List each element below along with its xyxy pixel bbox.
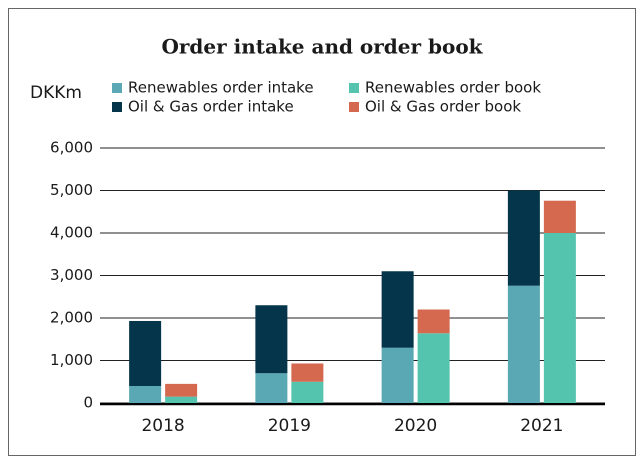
bar-segment: [507, 285, 540, 403]
x-tick-label: 2019: [268, 416, 311, 436]
y-tick-label: 3,000: [50, 266, 93, 284]
legend-label: Renewables order book: [365, 79, 541, 97]
bar-segment: [543, 233, 576, 403]
x-tick-label: 2018: [141, 416, 184, 436]
bar-segment: [417, 333, 450, 403]
bar-segment: [255, 305, 288, 374]
bar-segment: [165, 396, 198, 403]
legend-swatch: [349, 83, 359, 93]
y-tick-label: 6,000: [50, 139, 93, 157]
bar-segment: [507, 190, 540, 286]
bar-segment: [165, 383, 198, 397]
x-tick-label: 2020: [394, 416, 437, 436]
chart-title: Order intake and order book: [161, 35, 483, 59]
x-tick-label: 2021: [520, 416, 563, 436]
y-tick-label: 5,000: [50, 181, 93, 199]
y-tick-label: 1,000: [50, 351, 93, 369]
legend-swatch: [112, 102, 122, 112]
bar-segment: [417, 309, 450, 334]
legend-label: Oil & Gas order book: [365, 98, 521, 116]
bar-segment: [129, 320, 162, 386]
bar-segment: [255, 373, 288, 403]
legend-swatch: [112, 83, 122, 93]
bar-segment: [543, 200, 576, 233]
bar-segment: [381, 347, 414, 403]
bar-segment: [291, 381, 324, 403]
bar-segment: [381, 271, 414, 348]
y-tick-label: 4,000: [50, 224, 93, 242]
y-tick-label: 0: [83, 394, 93, 412]
bar-segment: [291, 363, 324, 382]
y-tick-label: 2,000: [50, 309, 93, 327]
legend-label: Oil & Gas order intake: [128, 98, 294, 116]
y-axis-label: DKKm: [30, 83, 82, 103]
bar-segment: [129, 386, 162, 403]
legend-swatch: [349, 102, 359, 112]
legend-label: Renewables order intake: [128, 79, 314, 97]
